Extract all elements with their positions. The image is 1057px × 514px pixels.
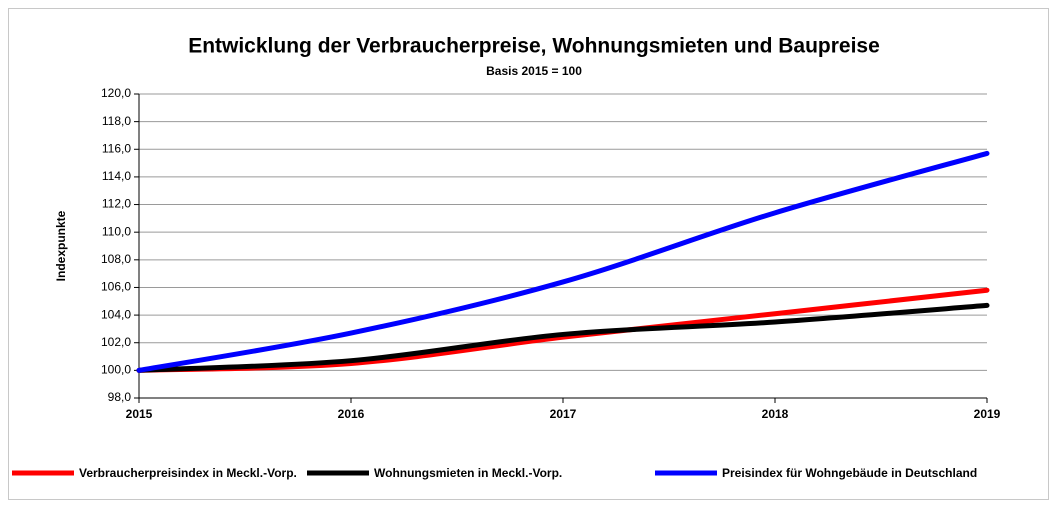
y-tick-label: 116,0 <box>102 141 131 155</box>
y-tick-label: 104,0 <box>101 307 131 321</box>
y-tick-label: 98,0 <box>108 390 132 404</box>
legend-label: Wohnungsmieten in Meckl.-Vorp. <box>374 466 562 480</box>
chart-border <box>8 8 1049 500</box>
chart-subtitle: Basis 2015 = 100 <box>486 64 582 78</box>
chart-title: Entwicklung der Verbraucherpreise, Wohnu… <box>188 35 880 58</box>
x-tick-label: 2015 <box>126 407 153 421</box>
legend-label: Preisindex für Wohngebäude in Deutschlan… <box>722 466 977 480</box>
y-tick-label: 102,0 <box>101 335 131 349</box>
series-line <box>136 150 990 373</box>
x-tick-label: 2018 <box>762 407 789 421</box>
x-tick-label: 2019 <box>974 407 1001 421</box>
y-tick-label: 106,0 <box>101 280 131 294</box>
y-tick-label: 100,0 <box>101 363 131 377</box>
y-tick-label: 114,0 <box>102 169 131 183</box>
x-tick-label: 2017 <box>550 407 577 421</box>
legend-label: Verbraucherpreisindex in Meckl.-Vorp. <box>79 466 297 480</box>
x-tick-label: 2016 <box>338 407 365 421</box>
y-tick-label: 108,0 <box>101 252 131 266</box>
y-tick-label: 120,0 <box>101 86 131 100</box>
y-tick-label: 112,0 <box>102 197 131 211</box>
y-tick-label: 118,0 <box>102 114 131 128</box>
series-line <box>136 302 990 373</box>
y-tick-label: 110,0 <box>102 224 131 238</box>
y-axis-label: Indexpunkte <box>54 210 68 281</box>
